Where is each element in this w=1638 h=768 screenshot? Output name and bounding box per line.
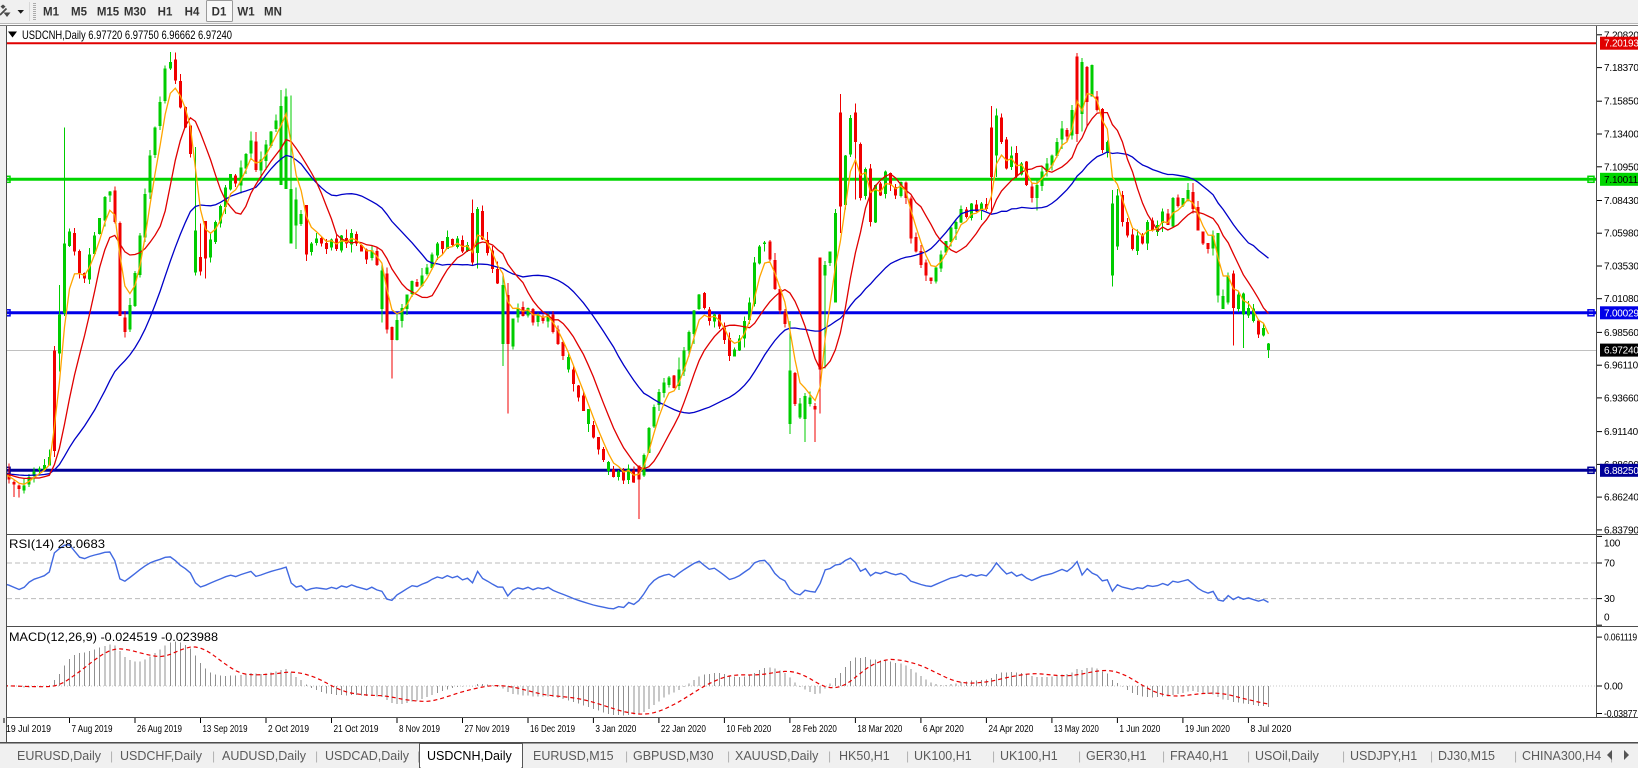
svg-text:HK50,H1: HK50,H1	[839, 749, 890, 763]
svg-text:|: |	[315, 749, 318, 763]
svg-text:H4: H4	[185, 7, 200, 19]
svg-text:USDCHF,Daily: USDCHF,Daily	[120, 749, 203, 763]
svg-text:6.98560: 6.98560	[1604, 328, 1638, 339]
svg-text:24 Apr 2020: 24 Apr 2020	[988, 723, 1033, 735]
svg-text:8 Nov 2019: 8 Nov 2019	[399, 723, 440, 735]
svg-text:21 Oct 2019: 21 Oct 2019	[334, 723, 379, 735]
svg-text:UK100,H1: UK100,H1	[914, 749, 972, 763]
svg-text:7.10950: 7.10950	[1604, 162, 1638, 173]
svg-text:-0.03877: -0.03877	[1604, 709, 1638, 720]
svg-text:7 Aug 2019: 7 Aug 2019	[72, 723, 113, 735]
svg-text:EURUSD,Daily: EURUSD,Daily	[17, 749, 102, 763]
svg-text:MACD(12,26,9) -0.024519 -0.023: MACD(12,26,9) -0.024519 -0.023988	[9, 630, 218, 644]
svg-text:3 Jan 2020: 3 Jan 2020	[595, 723, 636, 735]
svg-text:27 Nov 2019: 27 Nov 2019	[465, 723, 510, 735]
svg-text:6 Apr 2020: 6 Apr 2020	[923, 723, 964, 735]
svg-text:D1: D1	[212, 7, 227, 19]
svg-text:RSI(14) 28.0683: RSI(14) 28.0683	[9, 537, 105, 551]
svg-text:70: 70	[1604, 559, 1615, 570]
svg-text:XAUUSD,Daily: XAUUSD,Daily	[735, 749, 819, 763]
svg-text:UK100,H1: UK100,H1	[1000, 749, 1058, 763]
svg-text:USOil,Daily: USOil,Daily	[1255, 749, 1320, 763]
svg-text:26 Aug 2019: 26 Aug 2019	[137, 723, 182, 735]
svg-text:16 Dec 2019: 16 Dec 2019	[530, 723, 575, 735]
svg-text:|: |	[906, 749, 909, 763]
svg-text:1 Jun 2020: 1 Jun 2020	[1119, 723, 1160, 735]
svg-text:|: |	[992, 749, 995, 763]
svg-text:CHINA300,H4: CHINA300,H4	[1522, 749, 1601, 763]
svg-text:28 Feb 2020: 28 Feb 2020	[792, 723, 837, 735]
svg-text:0: 0	[1604, 613, 1610, 624]
svg-text:|: |	[1430, 749, 1433, 763]
svg-text:22 Jan 2020: 22 Jan 2020	[661, 723, 706, 735]
svg-text:|: |	[1162, 749, 1165, 763]
svg-text:M30: M30	[124, 7, 146, 19]
svg-text:M1: M1	[43, 7, 60, 19]
svg-text:19 Jul 2019: 19 Jul 2019	[6, 723, 51, 735]
svg-text:0.061119: 0.061119	[1604, 633, 1638, 644]
svg-text:6.96110: 6.96110	[1604, 361, 1638, 372]
svg-text:M5: M5	[71, 7, 88, 19]
svg-text:7.20820: 7.20820	[1604, 30, 1638, 41]
svg-text:30: 30	[1604, 594, 1615, 605]
svg-text:13 Sep 2019: 13 Sep 2019	[203, 723, 248, 735]
svg-text:M15: M15	[97, 7, 120, 19]
svg-text:|: |	[417, 749, 420, 763]
svg-text:USDCNH,Daily: USDCNH,Daily	[427, 749, 512, 763]
svg-text:GBPUSD,M30: GBPUSD,M30	[633, 749, 714, 763]
svg-text:W1: W1	[237, 7, 255, 19]
svg-text:H1: H1	[158, 7, 173, 19]
svg-text:7.08430: 7.08430	[1604, 196, 1638, 207]
svg-text:FRA40,H1: FRA40,H1	[1170, 749, 1228, 763]
svg-text:|: |	[625, 749, 628, 763]
svg-text:7.10011: 7.10011	[1604, 175, 1638, 186]
svg-text:6.83790: 6.83790	[1604, 525, 1638, 536]
svg-text:GER30,H1: GER30,H1	[1086, 749, 1146, 763]
svg-text:USDJPY,H1: USDJPY,H1	[1350, 749, 1417, 763]
svg-text:0.00: 0.00	[1604, 682, 1623, 693]
svg-text:7.05980: 7.05980	[1604, 229, 1638, 240]
svg-text:2 Oct 2019: 2 Oct 2019	[268, 723, 309, 735]
svg-text:|: |	[1247, 749, 1250, 763]
svg-text:|: |	[1514, 749, 1517, 763]
svg-text:USDCAD,Daily: USDCAD,Daily	[325, 749, 410, 763]
svg-text:7.00029: 7.00029	[1604, 308, 1638, 319]
svg-text:8 Jul 2020: 8 Jul 2020	[1250, 723, 1291, 735]
svg-text:|: |	[727, 749, 730, 763]
svg-text:MN: MN	[264, 7, 282, 19]
svg-text:7.18370: 7.18370	[1604, 63, 1638, 74]
svg-text:6.93660: 6.93660	[1604, 393, 1638, 404]
svg-text:100: 100	[1604, 539, 1621, 550]
svg-text:18 Mar 2020: 18 Mar 2020	[857, 723, 902, 735]
svg-text:|: |	[1342, 749, 1345, 763]
svg-text:|: |	[828, 749, 831, 763]
svg-text:AUDUSD,Daily: AUDUSD,Daily	[222, 749, 307, 763]
svg-text:7.01080: 7.01080	[1604, 294, 1638, 305]
svg-text:|: |	[1078, 749, 1081, 763]
svg-text:6.88250: 6.88250	[1604, 466, 1638, 477]
svg-text:DJ30,M15: DJ30,M15	[1438, 749, 1495, 763]
svg-text:EURUSD,M15: EURUSD,M15	[533, 749, 614, 763]
svg-text:6.86240: 6.86240	[1604, 493, 1638, 504]
svg-text:10 Feb 2020: 10 Feb 2020	[726, 723, 771, 735]
svg-text:|: |	[110, 749, 113, 763]
svg-text:6.91140: 6.91140	[1604, 427, 1638, 438]
svg-text:7.20193: 7.20193	[1604, 39, 1638, 50]
svg-text:7.15850: 7.15850	[1604, 97, 1638, 108]
svg-text:|: |	[212, 749, 215, 763]
svg-text:13 May 2020: 13 May 2020	[1054, 723, 1099, 735]
svg-text:6.97240: 6.97240	[1604, 346, 1638, 357]
svg-text:USDCNH,Daily 6.97720 6.97750: USDCNH,Daily 6.97720 6.97750 6.96662 6.9…	[22, 28, 232, 42]
svg-text:7.13400: 7.13400	[1604, 130, 1638, 141]
svg-text:7.03530: 7.03530	[1604, 262, 1638, 273]
svg-text:19 Jun 2020: 19 Jun 2020	[1185, 723, 1230, 735]
